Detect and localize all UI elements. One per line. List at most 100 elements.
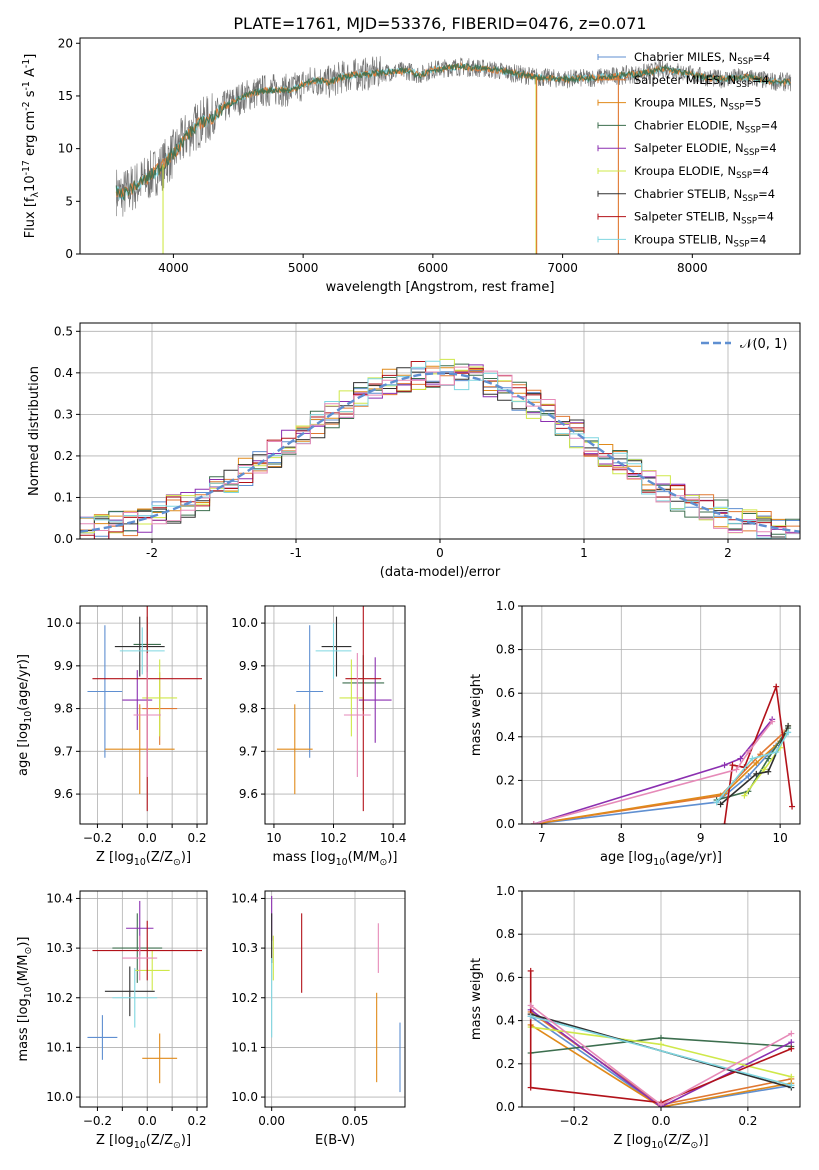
axes-age_vs_mass xyxy=(265,606,405,824)
legend-label: Chabrier STELIB, NSSP=4 xyxy=(634,187,775,204)
legend-name: Kroupa MILES, N xyxy=(634,96,729,110)
legend-label: Kroupa MILES, NSSP=5 xyxy=(634,96,761,113)
y-tick-label: 10.2 xyxy=(231,991,258,1005)
page-title: PLATE=1761, MJD=53376, FIBERID=0476, z=0… xyxy=(233,14,646,33)
model-spectrum xyxy=(115,62,791,202)
legend-label: Salpeter ELODIE, NSSP=4 xyxy=(634,141,777,158)
y-tick-label: 0.8 xyxy=(496,927,515,941)
x-tick-label: 8 xyxy=(617,831,625,845)
y-tick-label: 5 xyxy=(65,194,73,208)
weight-series xyxy=(529,970,792,1104)
axes-mass_vs_ebv xyxy=(265,891,405,1107)
errorbars xyxy=(271,895,401,1093)
y-tick-label: 0.1 xyxy=(54,490,73,504)
x-axis-label: Z [log10(Z/Z⊙)] xyxy=(96,850,191,868)
axes-mass_vs_Z xyxy=(80,891,207,1107)
weight-series xyxy=(530,1009,792,1107)
weight-lines xyxy=(527,967,795,1107)
x-tick-label: 0.05 xyxy=(342,1114,369,1128)
y-tick-label: 9.8 xyxy=(239,702,258,716)
legend-nssp: =4 xyxy=(761,118,778,132)
legend-nssp: =4 xyxy=(758,187,775,201)
legend-nssp: =4 xyxy=(752,164,769,178)
weight-series xyxy=(530,1015,792,1087)
legend-nssp: =4 xyxy=(760,141,777,155)
x-tick-label: -2 xyxy=(146,546,158,560)
x-tick-label: 8000 xyxy=(677,261,708,275)
y-tick-label: 0.2 xyxy=(496,1057,515,1071)
x-tick-label: 0.0 xyxy=(138,1114,157,1128)
x-axis-label: E(B-V) xyxy=(315,1133,355,1148)
plot-frame xyxy=(79,890,208,1108)
legend-label: Kroupa STELIB, NSSP=4 xyxy=(634,232,766,249)
legend-nssp: =5 xyxy=(744,96,761,110)
x-tick-label: 10 xyxy=(773,831,788,845)
weight-series xyxy=(716,727,789,801)
legend-nssp: =4 xyxy=(753,50,770,64)
x-tick-label: 10.4 xyxy=(380,831,407,845)
x-tick-label: -1 xyxy=(290,546,302,560)
x-tick-label: 10 xyxy=(266,831,281,845)
axes-weight_vs_age xyxy=(522,605,800,825)
weight-series xyxy=(533,740,781,824)
plot-frame xyxy=(264,605,406,825)
x-tick-label: 0.2 xyxy=(187,831,206,845)
x-tick-label: 4000 xyxy=(158,261,189,275)
y-tick-label: 0.4 xyxy=(496,1014,515,1028)
y-tick-label: 0.6 xyxy=(496,686,515,700)
plot-frame xyxy=(79,605,208,825)
weight-series xyxy=(530,1024,792,1107)
axis-ticks-weight_vs_Z: −0.2 0.0 0.2 0.0 0.2 0.4 0.6 0.8 1.0 xyxy=(496,884,801,1128)
x-tick-label: 7 xyxy=(538,831,546,845)
y-axis-label: Flux [fλ10-17 erg cm-2 s-1 A-1] xyxy=(21,54,41,239)
y-tick-label: 0.4 xyxy=(496,730,515,744)
x-axis-label: age [log10(age/yr)] xyxy=(600,850,722,868)
legend-label: 𝒩(0, 1) xyxy=(740,337,787,352)
legend-name: Salpeter ELODIE, N xyxy=(634,141,744,155)
axis-ticks-age_vs_mass: 10 10.2 10.4 9.6 9.7 9.8 9.9 10.0 xyxy=(231,605,407,845)
legend-label: Salpeter MILES, NSSP=4 xyxy=(634,73,769,90)
x-axis-label: Z [log10(Z/Z⊙)] xyxy=(96,1133,191,1151)
legend-nssp: =4 xyxy=(749,232,766,246)
y-tick-label: 0 xyxy=(65,247,73,261)
y-tick-label: 10.0 xyxy=(231,1090,258,1104)
legend-name: Chabrier MILES, N xyxy=(634,50,737,64)
axis-ticks-age_vs_Z: −0.2 0.0 0.2 9.6 9.7 9.8 9.9 10.0 xyxy=(46,605,208,845)
x-tick-label: 0.2 xyxy=(738,1114,757,1128)
y-tick-label: 1.0 xyxy=(496,599,515,613)
y-tick-label: 0.2 xyxy=(54,449,73,463)
axis-ticks-residuals: -2 -1 0 1 2 0.0 0.1 0.2 0.3 0.4 0.5 xyxy=(54,322,801,560)
x-tick-label: 7000 xyxy=(547,261,578,275)
errorbars xyxy=(87,900,203,1084)
y-axis-label: mass weight xyxy=(469,958,484,1040)
x-tick-label: 6000 xyxy=(418,261,449,275)
y-tick-label: 9.7 xyxy=(54,744,73,758)
axis-ticks-spectrum: 4000 5000 6000 7000 8000 0 5 10 15 20 xyxy=(58,36,801,275)
data-spectrum xyxy=(116,56,792,217)
weight-series xyxy=(715,731,789,803)
x-tick-label: 9 xyxy=(697,831,705,845)
y-tick-label: 0.6 xyxy=(496,970,515,984)
axis-ticks-weight_vs_age: 7 8 9 10 0.0 0.2 0.4 0.6 0.8 1.0 xyxy=(496,599,801,845)
x-tick-label: −0.2 xyxy=(83,831,112,845)
y-tick-label: 10.1 xyxy=(231,1040,258,1054)
legend-label: Kroupa ELODIE, NSSP=4 xyxy=(634,164,769,181)
y-tick-label: 9.9 xyxy=(239,659,258,673)
histograms xyxy=(80,358,800,539)
x-tick-label: −0.2 xyxy=(83,1114,112,1128)
y-tick-label: 0.4 xyxy=(54,366,73,380)
x-tick-label: 0.00 xyxy=(258,1114,285,1128)
weight-series xyxy=(530,1015,792,1107)
errorbars xyxy=(276,606,392,812)
legend-nssp: =4 xyxy=(752,73,769,87)
legend-label: Chabrier MILES, NSSP=4 xyxy=(634,50,770,67)
y-tick-label: 15 xyxy=(58,89,73,103)
legend-name: Chabrier ELODIE, N xyxy=(634,118,745,132)
x-tick-label: 0.0 xyxy=(138,831,157,845)
y-tick-label: 10.3 xyxy=(231,941,258,955)
legend-nssp: =4 xyxy=(757,210,774,224)
axis-ticks-mass_vs_Z: −0.2 0.0 0.2 10.0 10.1 10.2 10.3 10.4 xyxy=(46,890,208,1128)
x-tick-label: 0.0 xyxy=(651,1114,670,1128)
legend-name: Salpeter MILES, N xyxy=(634,73,736,87)
